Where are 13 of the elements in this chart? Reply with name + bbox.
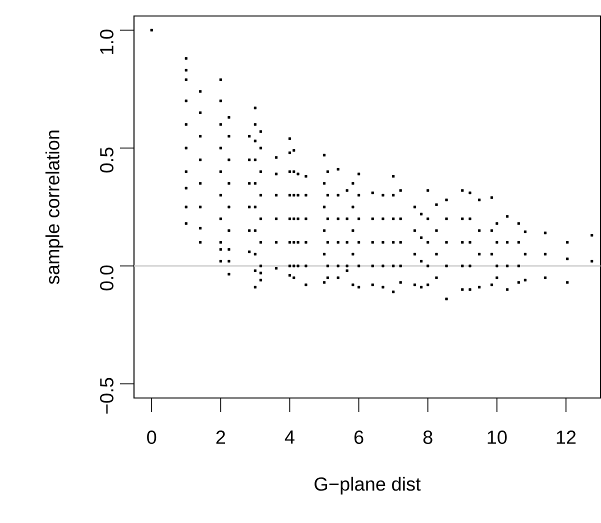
- x-axis-title: G−plane dist: [314, 476, 421, 495]
- y-tick-label: 0.5: [100, 148, 114, 172]
- x-tick-label: 4: [284, 430, 294, 444]
- x-tick-label: 2: [216, 430, 225, 444]
- x-tick-label: 8: [423, 430, 432, 444]
- y-axis-title: sample correlation: [45, 130, 64, 284]
- y-tick-label: −0.5: [100, 378, 114, 414]
- x-tick-label: 6: [354, 430, 364, 444]
- x-tick-label: 0: [147, 430, 156, 444]
- y-tick-label: 0.0: [100, 265, 114, 290]
- x-tick-label: 10: [488, 430, 507, 444]
- y-tick-label: 1.0: [100, 30, 114, 54]
- x-tick-label: 12: [556, 430, 576, 444]
